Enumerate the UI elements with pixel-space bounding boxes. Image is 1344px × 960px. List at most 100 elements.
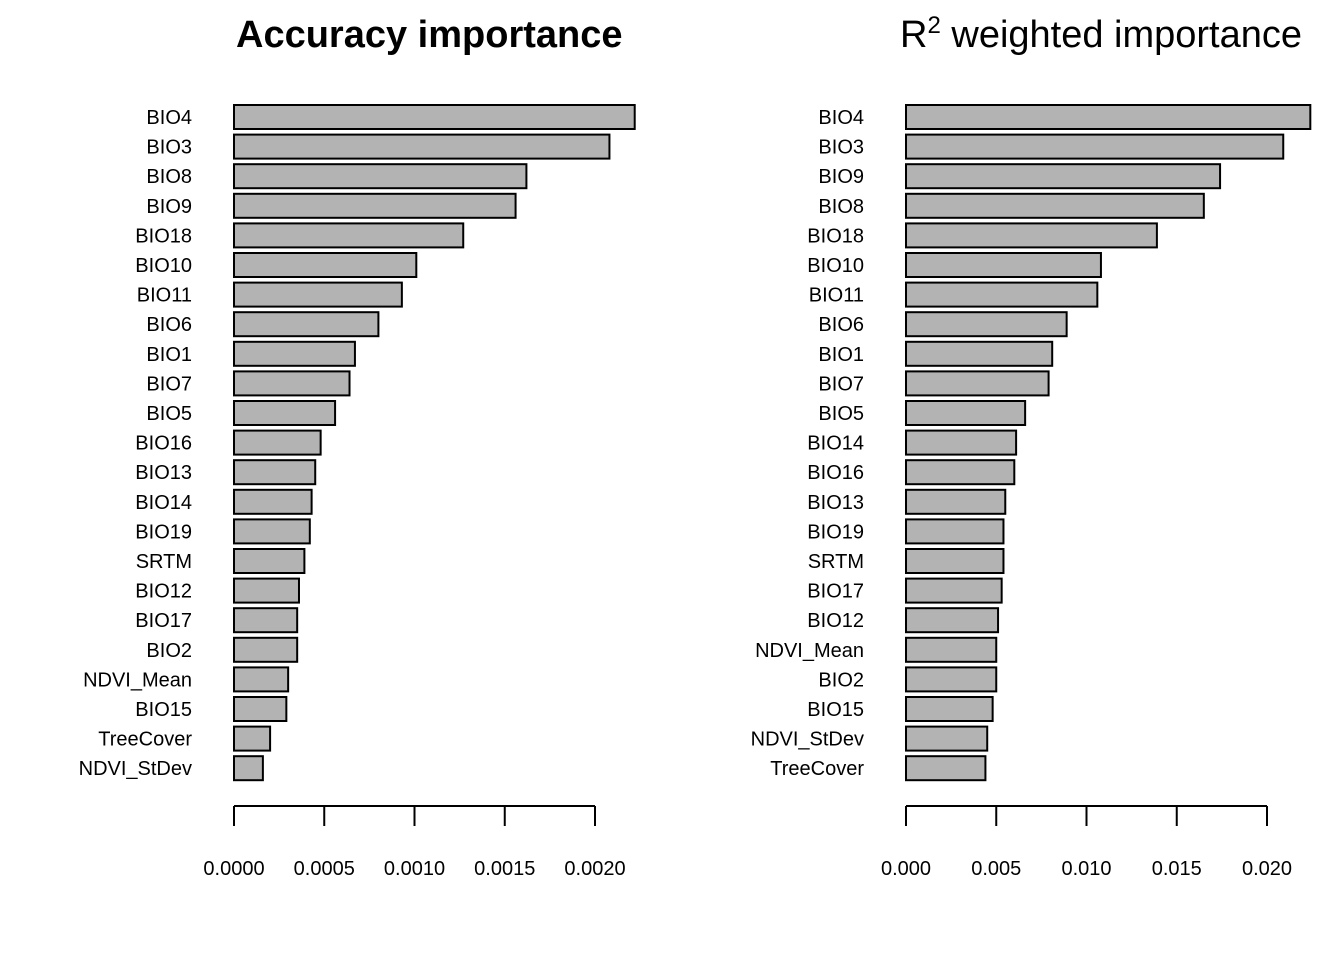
category-label: TreeCover <box>98 729 192 751</box>
x-tick-label: 0.0015 <box>474 858 535 880</box>
bar-srtm <box>905 548 1005 574</box>
category-label: BIO6 <box>818 314 864 336</box>
r2-weighted-importance-panel: R2 weighted importance BIO4 BIO3 BIO9 BIO8 B… <box>672 0 1344 960</box>
category-label: BIO5 <box>146 403 192 425</box>
chart-title-main: R <box>900 14 928 56</box>
bar-bio12 <box>233 577 300 604</box>
bar-bio16 <box>233 429 322 456</box>
category-label: BIO11 <box>809 285 864 307</box>
bar-bio2 <box>905 666 998 693</box>
category-label: BIO15 <box>135 699 192 721</box>
bar-srtm <box>233 548 306 574</box>
chart-title: Accuracy importance <box>236 14 623 56</box>
category-label: BIO17 <box>135 610 192 632</box>
chart-title: R2 weighted importance <box>900 12 1303 57</box>
bar-treecover <box>905 755 987 782</box>
category-label: BIO7 <box>146 373 192 395</box>
category-label: BIO5 <box>818 403 864 425</box>
category-label: BIO3 <box>818 137 864 159</box>
category-label: BIO6 <box>146 314 192 336</box>
category-label: SRTM <box>136 551 192 573</box>
bar-bio18 <box>905 222 1158 249</box>
bar-treecover <box>233 725 272 752</box>
category-label: TreeCover <box>770 758 864 780</box>
category-label: BIO15 <box>807 699 864 721</box>
x-tick-label: 0.0010 <box>384 858 445 880</box>
category-label: BIO3 <box>146 137 192 159</box>
bar-bio17 <box>905 577 1003 604</box>
accuracy-importance-panel: Accuracy importance BIO4 BIO3 BIO8 BIO9 BIO1… <box>79 14 636 880</box>
bar-bio2 <box>233 636 299 663</box>
accuracy-importance-chart: BIO4 BIO3 BIO8 BIO9 BIO18 BIO10 BIO11 BIO6 BIO1 B… <box>79 104 636 880</box>
category-label: BIO9 <box>818 166 864 188</box>
category-label: BIO4 <box>818 107 864 129</box>
category-label: BIO7 <box>818 373 864 395</box>
x-tick-label: 0.020 <box>1242 858 1292 880</box>
category-label: NDVI_StDev <box>79 758 192 780</box>
bar-bio1 <box>905 340 1054 367</box>
category-label: BIO13 <box>807 492 864 514</box>
category-label: BIO2 <box>818 669 864 691</box>
bar-bio4 <box>905 104 1312 130</box>
category-label: BIO12 <box>807 610 864 632</box>
category-label: BIO18 <box>807 225 864 247</box>
bar-ndvi-mean <box>905 636 998 663</box>
category-label: BIO13 <box>135 462 192 484</box>
bar-bio18 <box>233 222 465 249</box>
category-label: BIO16 <box>135 433 192 455</box>
bar-bio9 <box>233 192 517 219</box>
category-label: BIO1 <box>818 344 864 366</box>
bar-bio13 <box>905 488 1007 515</box>
category-label: NDVI_Mean <box>83 669 192 691</box>
bar-bio5 <box>905 400 1027 426</box>
bar-bio6 <box>233 311 380 338</box>
bar-bio14 <box>905 429 1018 456</box>
category-label: BIO4 <box>146 107 192 129</box>
category-label: BIO11 <box>137 285 192 307</box>
category-label: NDVI_StDev <box>751 729 864 751</box>
category-label: BIO14 <box>135 492 192 514</box>
bar-bio12 <box>905 607 1000 634</box>
x-tick-label: 0.015 <box>1152 858 1202 880</box>
bar-bio14 <box>233 488 313 515</box>
bar-bio1 <box>233 340 356 367</box>
bar-bio17 <box>233 607 299 634</box>
bar-bio7 <box>905 370 1050 397</box>
category-label: BIO8 <box>146 166 192 188</box>
category-label: BIO9 <box>146 196 192 218</box>
bar-bio19 <box>905 518 1005 545</box>
category-label: BIO10 <box>807 255 864 277</box>
chart-title-superscript: 2 <box>927 12 941 39</box>
bar-bio15 <box>905 696 994 722</box>
category-label: SRTM <box>808 551 864 573</box>
bar-bio13 <box>233 459 317 486</box>
chart-title-suffix: weighted importance <box>940 14 1303 56</box>
x-tick-label: 0.005 <box>971 858 1021 880</box>
bar-bio9 <box>905 163 1222 190</box>
bar-bio4 <box>233 104 636 130</box>
bar-bio8 <box>233 163 528 190</box>
category-label: BIO1 <box>146 344 192 366</box>
bar-bio11 <box>905 281 1099 308</box>
r2-weighted-importance-chart: BIO4 BIO3 BIO9 BIO8 BIO18 BIO10 BIO11 BIO6 BIO1 B… <box>751 104 1312 880</box>
category-label: BIO12 <box>135 581 192 603</box>
category-label: BIO16 <box>807 462 864 484</box>
bar-ndvi-mean <box>233 666 290 693</box>
category-label: BIO18 <box>135 225 192 247</box>
bar-bio10 <box>905 252 1102 278</box>
category-label: BIO14 <box>807 433 864 455</box>
bar-bio3 <box>905 133 1285 160</box>
category-label: BIO19 <box>807 521 864 543</box>
x-tick-label: 0.0000 <box>203 858 264 880</box>
category-label: BIO17 <box>807 581 864 603</box>
x-tick-label: 0.0020 <box>564 858 625 880</box>
bar-bio16 <box>905 459 1016 486</box>
bar-bio6 <box>905 311 1068 338</box>
bar-bio7 <box>233 370 351 397</box>
category-label: BIO2 <box>146 640 192 662</box>
bar-ndvi-stdev <box>905 725 989 752</box>
bar-ndvi-stdev <box>233 755 264 782</box>
bar-bio3 <box>233 133 611 160</box>
x-tick-label: 0.000 <box>881 858 931 880</box>
category-label: BIO8 <box>818 196 864 218</box>
